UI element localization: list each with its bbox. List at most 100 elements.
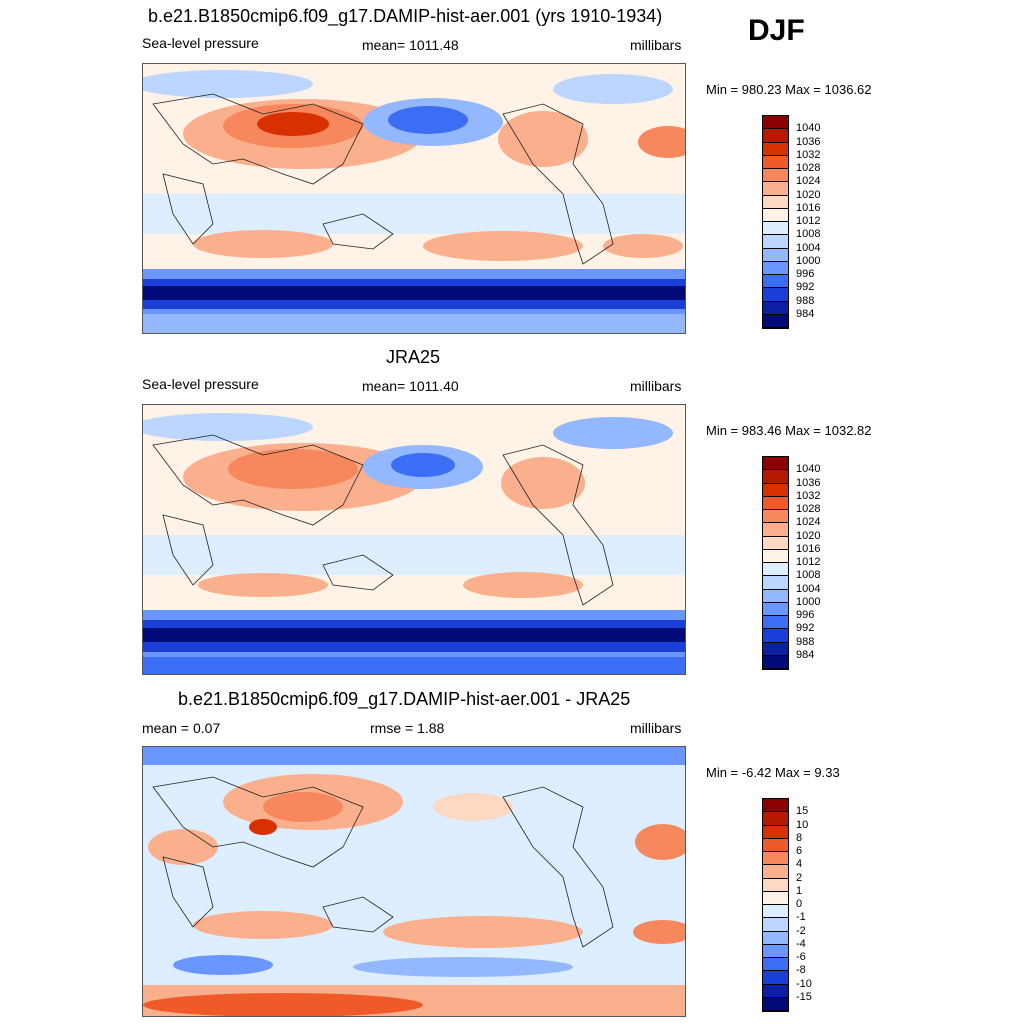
- panel2-mean-label: mean= 1011.40: [362, 378, 459, 394]
- colorbar-box: [763, 549, 788, 563]
- colorbar-box: [763, 629, 788, 643]
- colorbar-label: 1028: [796, 162, 821, 174]
- colorbar-box: [763, 248, 788, 262]
- colorbar-box: [763, 825, 788, 839]
- colorbar-box: [763, 288, 788, 302]
- colorbar-box: [763, 642, 788, 656]
- colorbar-label: 8: [796, 831, 803, 844]
- colorbar-label: 1020: [796, 529, 821, 542]
- colorbar-label: 984: [796, 648, 815, 661]
- colorbar-label: 1040: [796, 463, 821, 476]
- colorbar-label: 1028: [796, 503, 821, 515]
- colorbar-label: 1016: [796, 201, 821, 214]
- colorbar-box: [763, 799, 788, 813]
- colorbar-box: [763, 155, 788, 169]
- colorbar-label: 1032: [796, 489, 821, 502]
- panel3-minmax: Min = -6.42 Max = 9.33: [706, 765, 840, 780]
- colorbar-label: 992: [796, 281, 815, 294]
- panel2-map-svg: [143, 405, 685, 674]
- colorbar-label: 15: [796, 805, 809, 818]
- colorbar-label: 1024: [796, 516, 821, 529]
- panel3-map: [142, 746, 686, 1017]
- colorbar-box: [763, 589, 788, 603]
- colorbar-label: 1040: [796, 122, 821, 135]
- colorbar-box: [763, 984, 788, 998]
- panel2-map: [142, 404, 686, 675]
- panel1-mean-label: mean= 1011.48: [362, 37, 459, 53]
- panel3-units-label: millibars: [630, 720, 682, 736]
- panel2-title: JRA25: [386, 347, 441, 367]
- colorbar-label: 1000: [796, 254, 821, 267]
- colorbar-box: [763, 523, 788, 537]
- colorbar-label: 0: [796, 898, 803, 910]
- colorbar-label: -8: [796, 964, 806, 977]
- colorbar-box: [763, 470, 788, 484]
- colorbar-box: [763, 129, 788, 143]
- colorbar-label: 1008: [796, 228, 821, 241]
- colorbar-box: [763, 182, 788, 196]
- colorbar-label: 4: [796, 858, 803, 871]
- colorbar-label: -2: [796, 924, 806, 937]
- panel1-colorbar: 1040 1036 1032 1028 1024 1020 1016 1012 1008 1004…: [762, 115, 820, 329]
- panel3-title: b.e21.B1850cmip6.f09_g17.DAMIP-hist-aer.…: [178, 689, 631, 709]
- colorbar-box: [763, 457, 788, 471]
- colorbar-box: [763, 852, 788, 866]
- colorbar-box: [763, 222, 788, 236]
- colorbar-label: 1004: [796, 582, 821, 595]
- colorbar-box: [763, 812, 788, 826]
- colorbar-label: 1032: [796, 148, 821, 161]
- panel2-units-label: millibars: [630, 378, 682, 394]
- colorbar-box: [763, 195, 788, 209]
- colorbar-label: 1016: [796, 542, 821, 555]
- colorbar-box: [763, 616, 788, 630]
- colorbar-box: [763, 878, 788, 892]
- colorbar-box: [763, 602, 788, 616]
- colorbar-box: [763, 918, 788, 932]
- colorbar-box: [763, 838, 788, 852]
- panel3-map-svg: [143, 747, 685, 1016]
- colorbar-box: [763, 931, 788, 945]
- colorbar-label: -4: [796, 937, 806, 950]
- colorbar-label: 1024: [796, 175, 821, 188]
- colorbar-label: 1000: [796, 595, 821, 608]
- colorbar-box: [763, 314, 788, 328]
- colorbar-box: [763, 483, 788, 497]
- panel3-colorbar: 15 10 8 6 4 2 1 0 -1 -2 -4 -6 -8 -10 -15: [762, 798, 812, 1012]
- colorbar-box: [763, 169, 788, 183]
- colorbar-label: 1036: [796, 135, 821, 148]
- colorbar-box: [763, 116, 788, 130]
- panel2-variable-label: Sea-level pressure: [142, 376, 259, 392]
- colorbar-label: -1: [796, 911, 806, 924]
- panel1-minmax: Min = 980.23 Max = 1036.62: [706, 82, 872, 97]
- colorbar-label: 1012: [796, 215, 821, 227]
- panel1-map-svg: [143, 64, 685, 333]
- panel1-variable-label: Sea-level pressure: [142, 35, 259, 51]
- colorbar-label: 1036: [796, 476, 821, 489]
- colorbar-box: [763, 536, 788, 550]
- colorbar-box: [763, 563, 788, 577]
- panel1-map: [142, 63, 686, 334]
- panel2-minmax: Min = 983.46 Max = 1032.82: [706, 423, 872, 438]
- colorbar-box: [763, 301, 788, 315]
- colorbar-label: 1008: [796, 569, 821, 582]
- colorbar-label: 984: [796, 307, 815, 320]
- season-label: DJF: [748, 14, 805, 47]
- colorbar-box: [763, 261, 788, 275]
- panel2-colorbar: 1040 1036 1032 1028 1024 1020 1016 1012 1008 1004…: [762, 456, 820, 670]
- colorbar-label: 1020: [796, 188, 821, 201]
- colorbar-label: -15: [796, 990, 812, 1003]
- colorbar-label: 1012: [796, 556, 821, 568]
- colorbar-label: 1004: [796, 241, 821, 254]
- colorbar-box: [763, 275, 788, 289]
- colorbar-label: 10: [796, 818, 809, 831]
- colorbar-label: 996: [796, 609, 815, 621]
- colorbar-box: [763, 997, 788, 1011]
- colorbar-box: [763, 865, 788, 879]
- colorbar-box: [763, 576, 788, 590]
- colorbar-box: [763, 142, 788, 156]
- panel3-rmse-label: rmse = 1.88: [370, 720, 445, 736]
- colorbar-label: 2: [796, 871, 803, 884]
- colorbar-box: [763, 655, 788, 669]
- colorbar-label: 1: [796, 884, 803, 897]
- colorbar-box: [763, 496, 788, 510]
